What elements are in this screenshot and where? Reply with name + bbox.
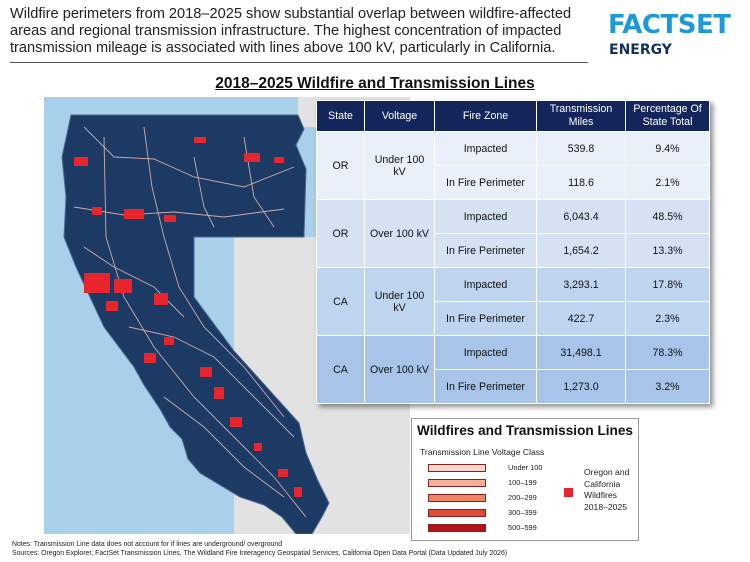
cell-state: CA [316,335,365,404]
legend-subtitle: Transmission Line Voltage Class [420,447,545,457]
cell-state: OR [316,131,365,200]
header-voltage: Voltage [364,100,435,132]
legend-fire-label: Oregon and California Wildfires 2018–202… [584,467,630,512]
cell-percentage: 2.3% [625,301,710,336]
wildfire-perimeters [74,137,302,497]
notes: Notes: Transmission Line data does not a… [12,540,507,558]
notes-disclaimer: Notes: Transmission Line data does not a… [12,541,283,548]
legend-swatch [428,494,486,502]
legend-swatch [428,524,486,532]
legend-title: Wildfires and Transmission Lines [417,423,633,438]
legend-label: 500–599 [508,523,537,532]
table-row: In Fire Perimeter 118.6 2.1% [317,165,710,200]
cell-fire-zone: In Fire Perimeter [434,233,537,268]
cell-miles: 539.8 [536,131,626,166]
cell-miles: 6,043.4 [536,199,626,234]
cell-fire-zone: Impacted [434,335,537,370]
legend-label: Under 100 [508,463,543,472]
logo-wordmark: FACTSET [608,10,731,40]
cell-voltage: Over 100 kV [364,199,435,268]
legend-swatch [428,509,486,517]
cell-percentage: 78.3% [625,335,710,370]
cell-fire-zone: In Fire Perimeter [434,165,537,200]
cell-fire-zone: In Fire Perimeter [434,369,537,404]
legend-swatch [428,464,486,472]
map-legend: Wildfires and Transmission Lines Transmi… [411,418,639,541]
legend-item-300-399: 300–399 [428,508,608,518]
cell-voltage: Under 100 kV [364,267,435,336]
cell-fire-zone: Impacted [434,199,537,234]
cell-percentage: 48.5% [625,199,710,234]
legend-label: 100–199 [508,478,537,487]
cell-fire-zone: Impacted [434,267,537,302]
transmission-miles-table: State Voltage Fire Zone Transmission Mil… [316,100,710,404]
header-fire-zone: Fire Zone [434,100,537,132]
cell-miles: 31,498.1 [536,335,626,370]
cell-percentage: 2.1% [625,165,710,200]
table-header-row: State Voltage Fire Zone Transmission Mil… [316,100,710,132]
oregon-california-outline [61,114,330,534]
table-row: OR Over 100 kV Impacted 6,043.4 48.5% [316,199,710,268]
intro-divider [10,62,588,63]
table-row: CA Over 100 kV Impacted 31,498.1 78.3% [316,335,710,404]
legend-item-200-299: 200–299 [428,493,608,503]
legend-item-100-199: 100–199 [428,478,608,488]
cell-percentage: 9.4% [625,131,710,166]
cell-percentage: 3.2% [625,369,710,404]
header-percentage: Percentage Of State Total [625,100,710,132]
header-transmission-miles: Transmission Miles [536,100,626,132]
table-row: In Fire Perimeter 1,273.0 3.2% [317,369,710,404]
cell-miles: 3,293.1 [536,267,626,302]
cell-percentage: 17.8% [625,267,710,302]
cell-fire-zone: Impacted [434,131,537,166]
map-title: 2018–2025 Wildfire and Transmission Line… [215,75,535,92]
cell-voltage: Under 100 kV [364,131,435,200]
legend-fire-swatch [564,488,573,497]
factset-energy-logo: FACTSET ENERGY [608,6,743,60]
table-row: CA Under 100 kV Impacted 3,293.1 17.8% [316,267,710,336]
cell-miles: 1,273.0 [536,369,626,404]
legend-item-under-100: Under 100 [428,463,608,473]
legend-item-500-599: 500–599 [428,523,608,533]
table-row: In Fire Perimeter 422.7 2.3% [317,301,710,336]
cell-state: OR [316,199,365,268]
logo-subtitle: ENERGY [609,42,672,58]
table-row: In Fire Perimeter 1,654.2 13.3% [317,233,710,268]
cell-miles: 422.7 [536,301,626,336]
cell-state: CA [316,267,365,336]
legend-swatch [428,479,486,487]
header-state: State [316,100,365,132]
intro-text: Wildfire perimeters from 2018–2025 show … [10,6,572,56]
legend-label: 300–399 [508,508,537,517]
cell-fire-zone: In Fire Perimeter [434,301,537,336]
cell-miles: 118.6 [536,165,626,200]
cell-miles: 1,654.2 [536,233,626,268]
legend-label: 200–299 [508,493,537,502]
table-row: OR Under 100 kV Impacted 539.8 9.4% [316,131,710,200]
notes-sources: Sources: Oregon Explorer, FactSet Transm… [12,550,508,557]
cell-voltage: Over 100 kV [364,335,435,404]
cell-percentage: 13.3% [625,233,710,268]
